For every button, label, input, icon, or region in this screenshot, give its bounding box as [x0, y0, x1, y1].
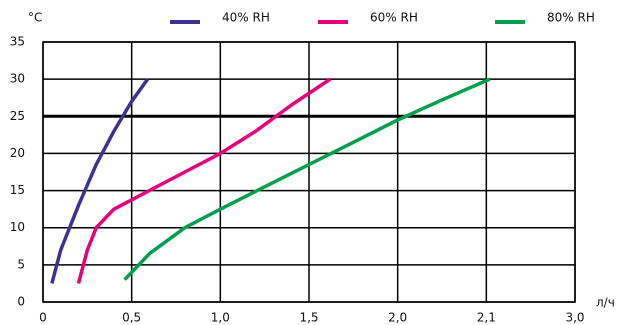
- data-line: [50, 78, 150, 284]
- x-tick-label: 1,5: [299, 311, 318, 325]
- x-tick-label: 1,0: [211, 311, 230, 325]
- legend-label: 60% RH: [370, 11, 418, 25]
- y-tick-label: 10: [10, 220, 25, 234]
- y-tick-label: 15: [10, 183, 25, 197]
- data-line: [76, 77, 332, 284]
- plot-frame: [42, 41, 576, 303]
- x-tick-label: 3,0: [565, 311, 584, 325]
- y-axis-label: °C: [28, 11, 42, 25]
- y-tick-label: 20: [10, 146, 25, 160]
- x-tick-label: 2,0: [388, 311, 407, 325]
- y-tick-label: 35: [10, 35, 25, 49]
- x-tick-label: 2,1: [477, 311, 496, 325]
- x-tick-label: 0: [39, 311, 47, 325]
- y-tick-label: 25: [10, 109, 25, 123]
- data-line: [123, 77, 491, 281]
- legend-label: 80% RH: [547, 11, 595, 25]
- x-tick-label: 0,5: [122, 311, 141, 325]
- y-tick-label: 5: [17, 257, 25, 271]
- x-axis-label: л/ч: [596, 296, 615, 310]
- y-tick-label: 0: [17, 295, 25, 309]
- legend-label: 40% RH: [222, 11, 270, 25]
- y-tick-label: 30: [10, 72, 25, 86]
